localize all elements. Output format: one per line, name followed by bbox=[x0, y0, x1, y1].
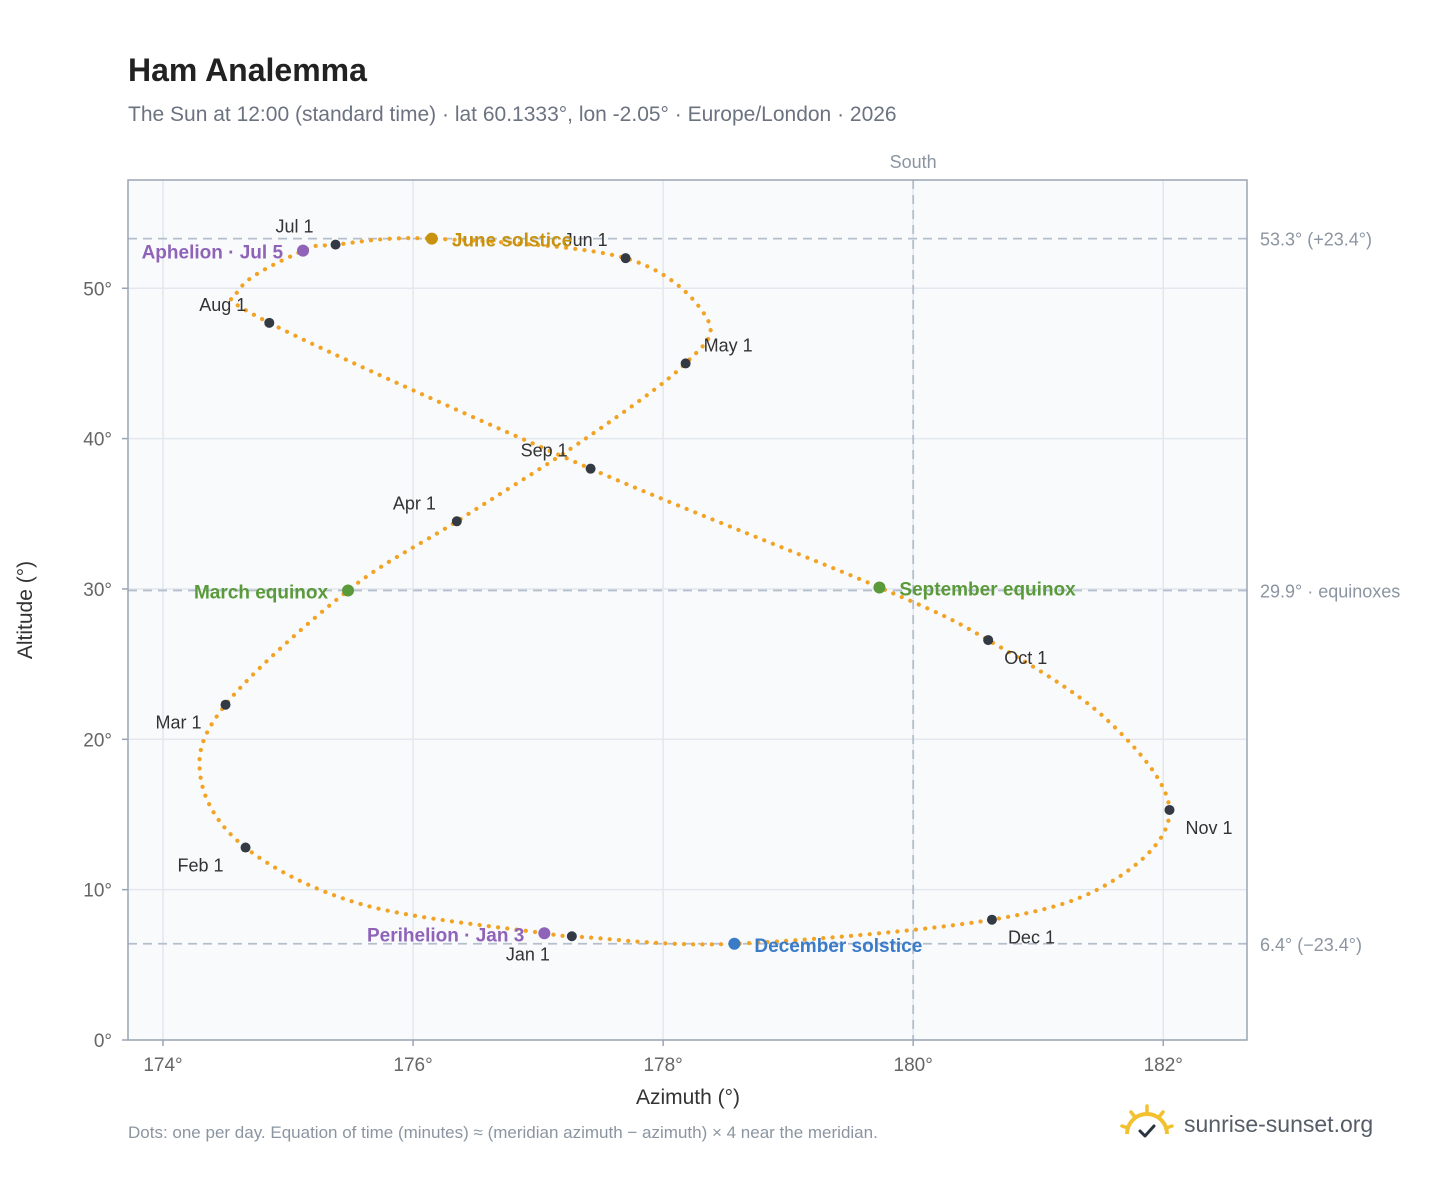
month-label: Dec 1 bbox=[1008, 928, 1055, 948]
analemma-curve bbox=[197, 236, 1172, 947]
meridian-label: South bbox=[890, 152, 937, 172]
month-marker bbox=[264, 317, 275, 328]
event-marker bbox=[342, 584, 355, 597]
footnote: Dots: one per day. Equation of time (min… bbox=[128, 1123, 878, 1142]
month-label: Jun 1 bbox=[564, 230, 608, 250]
y-tick-label: 50° bbox=[83, 279, 112, 300]
event-marker bbox=[873, 581, 886, 594]
month-label: Mar 1 bbox=[156, 713, 202, 733]
plot-frame bbox=[127, 179, 1248, 1041]
x-tick-label: 176° bbox=[393, 1055, 432, 1076]
month-marker bbox=[986, 914, 997, 925]
reference-lines: South 53.3° (+23.4°) 29.9° · equinoxes 6.4°… bbox=[128, 152, 1400, 1040]
month-label: Feb 1 bbox=[178, 856, 224, 876]
month-label: May 1 bbox=[704, 335, 753, 355]
chart-title: Ham Analemma bbox=[128, 52, 367, 88]
month-label: Sep 1 bbox=[521, 441, 568, 461]
y-tick-label: 40° bbox=[83, 430, 112, 451]
brand-name: sunrise-sunset.org bbox=[1184, 1110, 1374, 1137]
month-label: Oct 1 bbox=[1004, 648, 1047, 668]
month-marker bbox=[220, 699, 231, 710]
event-label: September equinox bbox=[899, 579, 1076, 600]
month-marker bbox=[680, 358, 691, 369]
month-marker bbox=[451, 516, 462, 527]
event-marker bbox=[425, 232, 438, 245]
month-marker bbox=[330, 239, 341, 250]
event-marker bbox=[297, 244, 310, 257]
event-label: Perihelion · Jan 3 bbox=[367, 925, 524, 946]
analemma-path bbox=[197, 236, 1172, 947]
reference-label: 53.3° (+23.4°) bbox=[1260, 230, 1372, 250]
x-tick-label: 182° bbox=[1144, 1055, 1183, 1076]
month-label: Jan 1 bbox=[506, 944, 550, 964]
y-axis-title: Altitude (°) bbox=[14, 561, 37, 659]
x-tick-label: 178° bbox=[643, 1055, 682, 1076]
month-label: Apr 1 bbox=[393, 493, 436, 513]
month-marker bbox=[240, 842, 251, 853]
x-tick-label: 174° bbox=[143, 1055, 182, 1076]
y-tick-label: 30° bbox=[83, 580, 112, 601]
brand-logo[interactable]: sunrise-sunset.org bbox=[1120, 1100, 1373, 1148]
event-label: March equinox bbox=[194, 582, 329, 603]
reference-label: 6.4° (−23.4°) bbox=[1260, 935, 1362, 955]
y-tick-label: 20° bbox=[83, 730, 112, 751]
axis-ticks: 174° 176° 178° 180° 182° 0° 10° 20° 30° 40° 50° bbox=[83, 279, 1183, 1076]
reference-label: 29.9° · equinoxes bbox=[1260, 581, 1400, 601]
event-label: Aphelion · Jul 5 bbox=[142, 243, 284, 264]
month-markers: Jan 1 Feb 1 Mar 1 Apr 1 May 1 Jun 1 Jul 1 Aug 1… bbox=[156, 217, 1233, 965]
x-axis-title: Azimuth (°) bbox=[636, 1086, 740, 1109]
month-marker bbox=[983, 635, 994, 646]
x-tick-label: 180° bbox=[894, 1055, 933, 1076]
month-marker bbox=[1164, 804, 1175, 815]
month-marker bbox=[585, 463, 596, 474]
month-marker bbox=[620, 253, 631, 264]
y-tick-label: 10° bbox=[83, 881, 112, 902]
month-label: Aug 1 bbox=[199, 295, 246, 315]
y-tick-label: 0° bbox=[94, 1031, 112, 1052]
event-marker bbox=[538, 927, 551, 940]
month-marker bbox=[566, 931, 577, 942]
month-label: Nov 1 bbox=[1185, 818, 1232, 838]
plot-background bbox=[128, 180, 1247, 1040]
event-markers: June solstice Aphelion · Jul 5 March equin… bbox=[142, 231, 1077, 957]
event-label: December solstice bbox=[754, 936, 922, 957]
chart-subtitle: The Sun at 12:00 (standard time) · lat 6… bbox=[128, 103, 897, 126]
sun-icon bbox=[1120, 1104, 1174, 1138]
event-label: June solstice bbox=[452, 231, 572, 252]
event-marker bbox=[728, 937, 741, 950]
month-label: Jul 1 bbox=[276, 217, 314, 237]
